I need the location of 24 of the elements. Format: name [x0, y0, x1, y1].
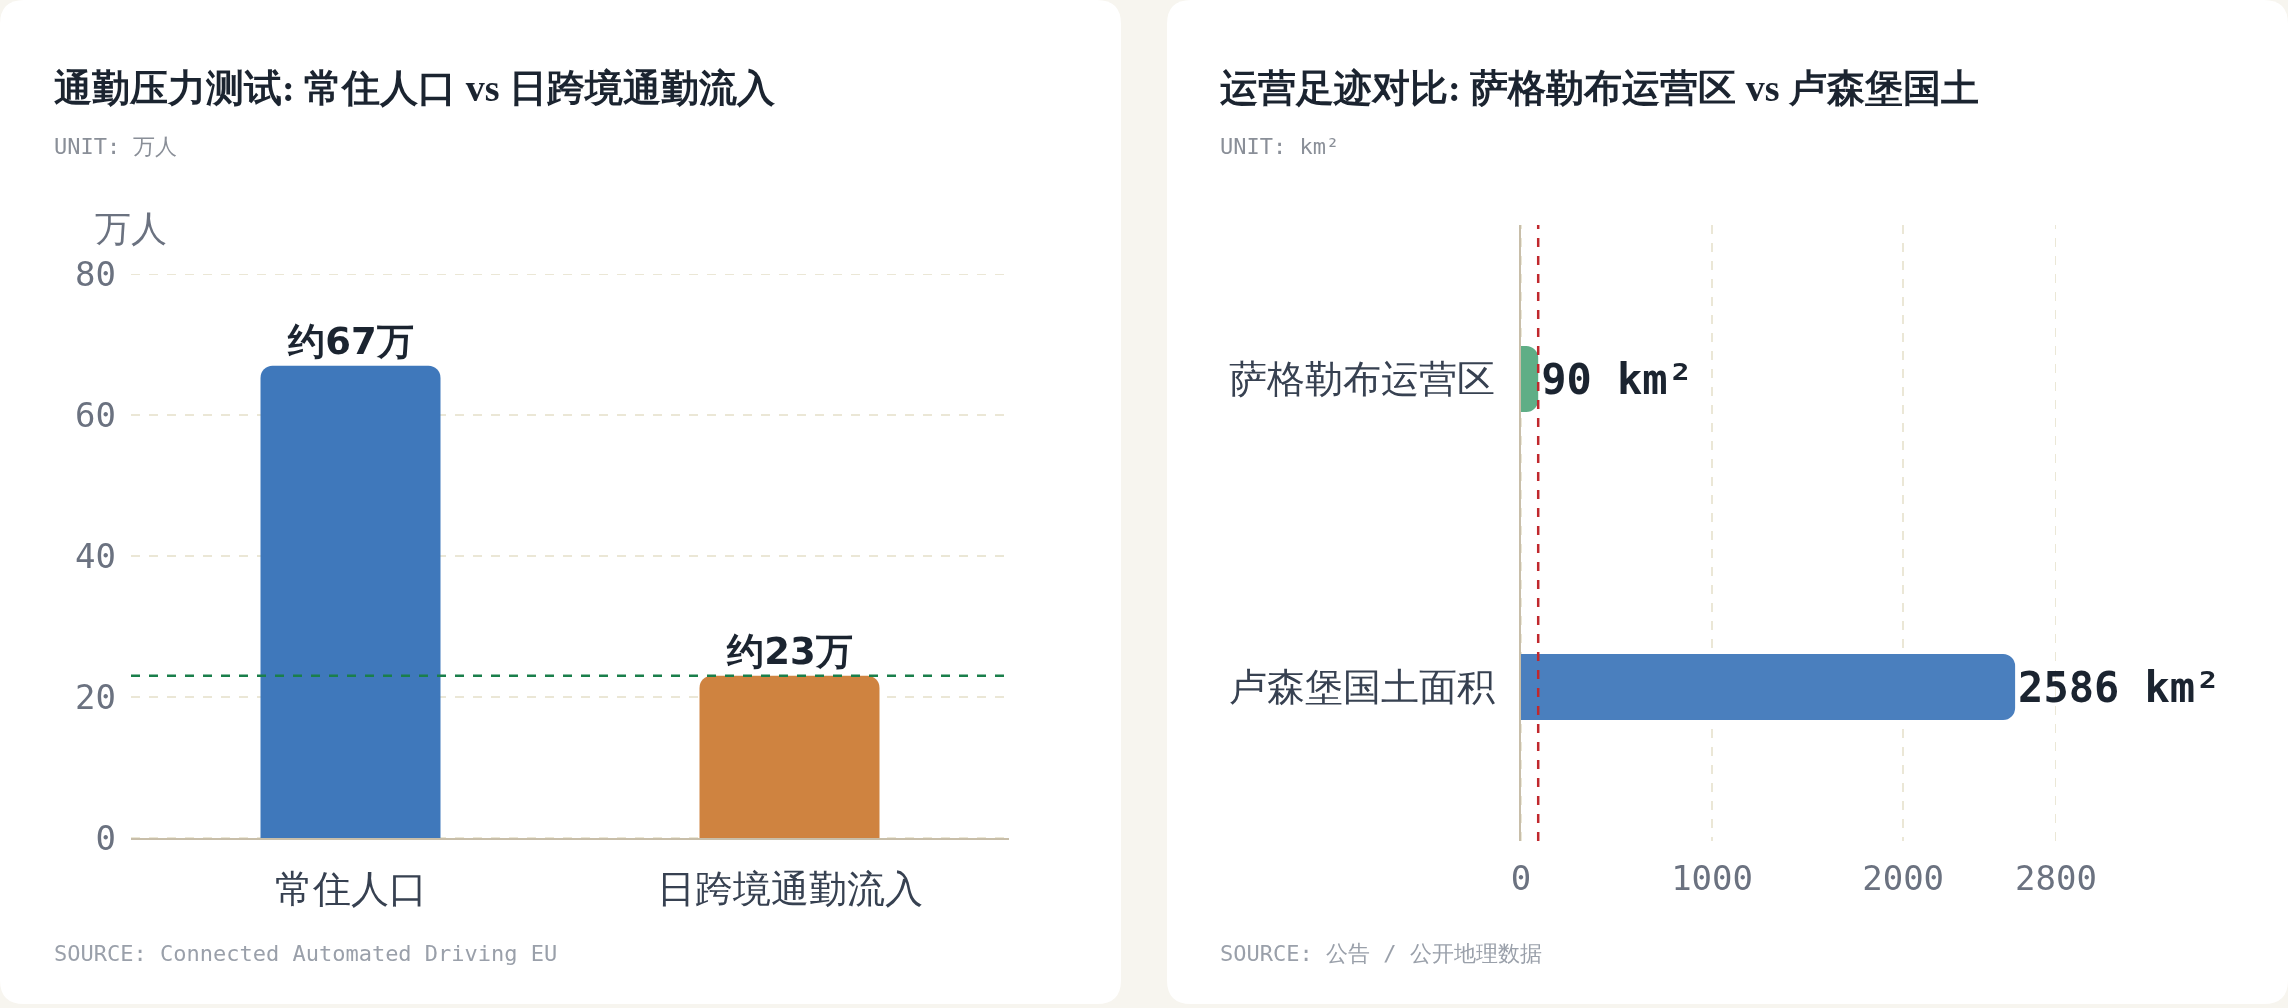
- source-note: SOURCE: 公告 / 公开地理数据: [1220, 941, 1542, 966]
- data-label: 约23万: [726, 629, 853, 673]
- y-axis-title: 万人: [95, 208, 167, 249]
- x-tick-label: 0: [1510, 858, 1532, 898]
- y-tick-label: 萨格勒布运营区: [1229, 357, 1496, 402]
- y-tick-label: 80: [75, 253, 116, 294]
- x-tick-label: 常住人口: [274, 866, 427, 911]
- data-label: 2586 km²: [2018, 662, 2221, 712]
- y-tick-label: 20: [75, 676, 116, 717]
- chart-title: 运营足迹对比: 萨格勒布运营区 vs 卢森堡国土: [1220, 67, 1979, 109]
- x-tick-label: 1000: [1671, 858, 1754, 898]
- x-tick-label: 日跨境通勤流入: [656, 866, 923, 911]
- y-tick-label: 60: [75, 394, 116, 435]
- chart-subtitle: UNIT: 万人: [54, 134, 178, 159]
- data-label: 约67万: [287, 319, 414, 363]
- source-note: SOURCE: Connected Automated Driving EU: [54, 941, 558, 966]
- data-label: 90 km²: [1541, 354, 1693, 404]
- y-tick-label: 卢森堡国土面积: [1229, 665, 1496, 710]
- text: UNIT: km²: [1220, 134, 1340, 159]
- chart-title: 通勤压力测试: 常住人口 vs 日跨境通勤流入: [54, 67, 776, 109]
- y-tick-label: 40: [75, 535, 116, 576]
- x-tick-label: 2800: [2015, 858, 2097, 898]
- y-tick-label: 0: [95, 817, 116, 858]
- x-tick-label: 2000: [1862, 858, 1945, 898]
